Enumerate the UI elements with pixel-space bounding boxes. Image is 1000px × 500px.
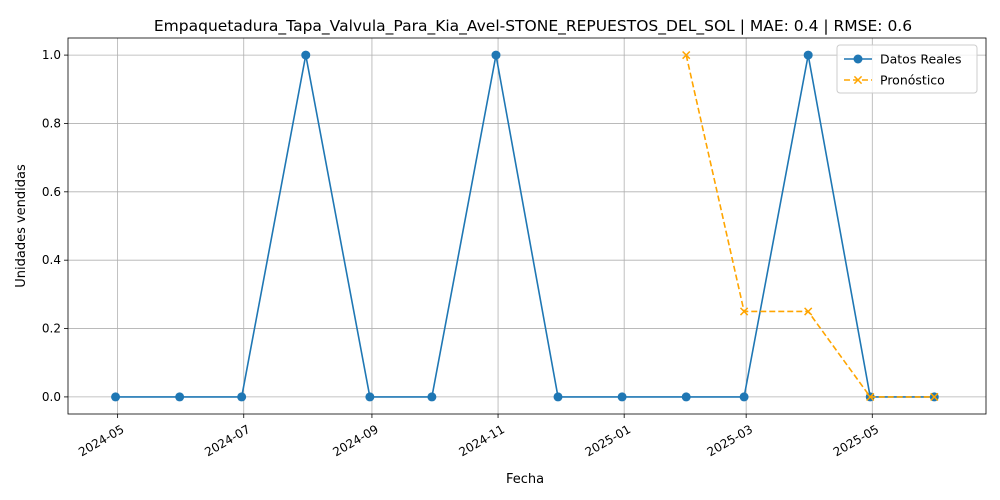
data-point <box>301 50 311 60</box>
plot-frame <box>67 37 987 415</box>
data-point <box>930 392 939 402</box>
y-tick-label: 0.8 <box>42 116 61 130</box>
legend-box <box>836 44 978 94</box>
series-group <box>682 50 939 402</box>
data-point <box>427 392 437 402</box>
data-point <box>803 50 813 60</box>
data-point <box>739 392 749 402</box>
data-point <box>866 392 875 402</box>
chart-title: Empaquetadura_Tapa_Valvula_Para_Kia_Avel… <box>154 17 912 36</box>
data-point <box>681 392 691 402</box>
data-point <box>853 75 863 85</box>
data-point <box>682 50 691 60</box>
data-point <box>237 392 247 402</box>
data-point <box>553 392 563 402</box>
legend-label: Datos Reales <box>880 52 961 67</box>
data-point <box>365 392 375 402</box>
data-point <box>175 392 185 402</box>
x-axis-label: Fecha <box>506 472 544 487</box>
series-line <box>115 54 935 398</box>
legend-entry: Datos Reales <box>844 52 961 67</box>
y-tick-label: 0.2 <box>42 322 61 336</box>
y-tick-label: 0.0 <box>42 390 61 404</box>
legend-label: Pronóstico <box>880 73 945 88</box>
data-point <box>739 307 749 316</box>
legend: Datos Reales Pronóstico <box>836 44 978 94</box>
data-point <box>804 307 813 316</box>
data-point <box>491 50 501 60</box>
y-tick-label: 0.6 <box>42 185 61 199</box>
legend-entry: Pronóstico <box>844 73 945 88</box>
y-axis-label: Unidades vendidas <box>14 164 29 288</box>
data-point <box>617 392 627 402</box>
grid <box>68 38 986 414</box>
data-point <box>111 392 121 402</box>
data-point <box>853 54 863 64</box>
y-tick-label: 1.0 <box>42 48 61 62</box>
y-tick-label: 0.4 <box>42 253 61 267</box>
series-layer <box>111 50 939 402</box>
